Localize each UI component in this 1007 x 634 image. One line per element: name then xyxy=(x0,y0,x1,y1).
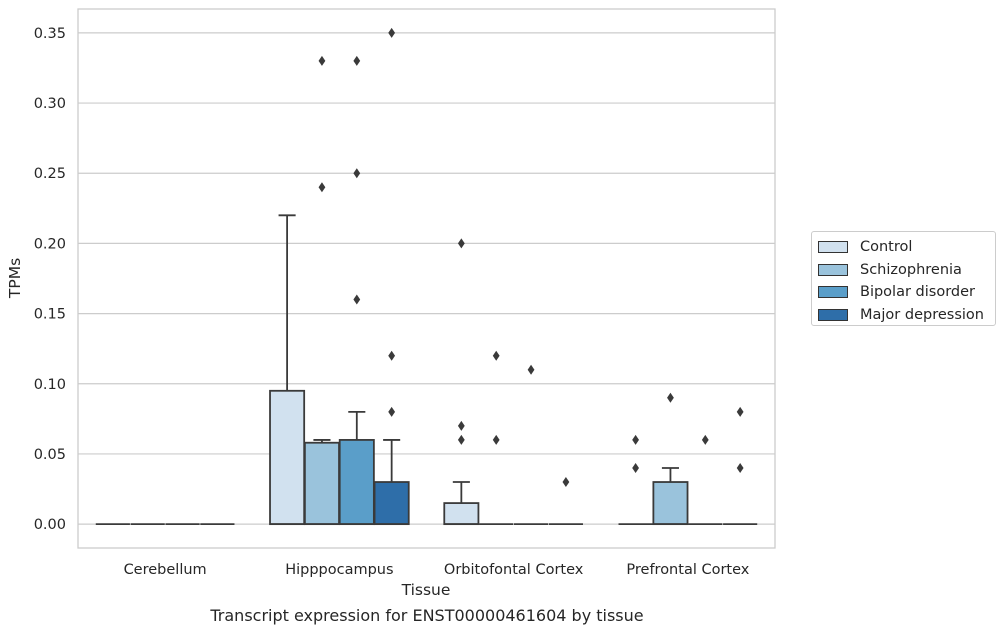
box xyxy=(723,406,758,526)
outlier-point xyxy=(353,55,361,66)
x-axis-label: Tissue xyxy=(401,581,451,599)
outlier-point xyxy=(318,55,326,66)
box-body xyxy=(373,481,410,526)
gridlines xyxy=(78,32,775,525)
box xyxy=(652,392,689,526)
legend-swatch xyxy=(818,241,848,254)
legend-label: Schizophrenia xyxy=(860,261,962,278)
outlier-point xyxy=(457,434,465,445)
legend-label: Major depression xyxy=(860,306,984,323)
box xyxy=(513,364,549,526)
legend-label: Control xyxy=(860,239,913,256)
y-tick-label: 0.10 xyxy=(34,377,66,393)
outlier-point xyxy=(701,434,709,445)
box-body xyxy=(652,481,689,526)
box xyxy=(618,434,653,526)
box xyxy=(338,55,375,526)
outlier-point xyxy=(736,462,744,473)
box-series xyxy=(95,27,758,526)
figure-caption: Transcript expression for ENST0000046160… xyxy=(210,606,644,625)
box xyxy=(373,27,410,526)
outlier-point xyxy=(388,350,396,361)
outlier-point xyxy=(527,364,535,375)
legend-swatch xyxy=(818,308,848,321)
y-axis-ticks: 0.00 0.05 0.10 0.15 0.20 0.25 0.30 0.35 xyxy=(34,26,66,533)
outlier-point xyxy=(492,350,500,361)
box-body xyxy=(269,389,306,526)
outlier-point xyxy=(388,406,396,417)
outlier-point xyxy=(318,182,326,193)
legend-item: Major depression xyxy=(818,304,989,327)
y-tick-label: 0.15 xyxy=(34,307,66,323)
outlier-point xyxy=(667,392,674,403)
y-tick-label: 0.30 xyxy=(34,96,66,112)
outlier-point xyxy=(562,477,570,488)
y-tick-label: 0.00 xyxy=(34,517,66,533)
y-axis-label: TPMs xyxy=(6,258,24,299)
series-control xyxy=(95,214,653,526)
outlier-point xyxy=(353,294,361,305)
legend: Control Schizophrenia Bipolar disorder Majo… xyxy=(811,231,996,326)
y-tick-label: 0.05 xyxy=(34,447,66,463)
series-schizophrenia xyxy=(130,55,689,526)
box xyxy=(443,238,480,526)
y-tick-label: 0.35 xyxy=(34,26,66,42)
outlier-point xyxy=(492,434,500,445)
box xyxy=(303,55,340,526)
x-tick-label: Hipppocampus xyxy=(285,562,393,578)
outlier-point xyxy=(457,238,465,249)
box xyxy=(269,214,306,526)
outlier-point xyxy=(353,168,361,179)
series-major-depression xyxy=(200,27,758,526)
outlier-point xyxy=(736,406,744,417)
y-tick-label: 0.25 xyxy=(34,166,66,182)
outlier-point xyxy=(457,420,465,431)
legend-item: Bipolar disorder xyxy=(818,281,989,304)
outlier-point xyxy=(632,462,639,473)
x-tick-label: Cerebellum xyxy=(124,562,207,578)
legend-item: Control xyxy=(818,236,989,259)
legend-swatch xyxy=(818,263,848,276)
x-axis-ticks: Cerebellum Hipppocampus Orbitofontal Corte… xyxy=(124,562,750,578)
box-body xyxy=(338,439,375,526)
box xyxy=(479,350,514,526)
outlier-point xyxy=(632,434,639,445)
legend-item: Schizophrenia xyxy=(818,259,989,282)
outlier-point xyxy=(388,27,396,38)
box-body xyxy=(303,441,340,526)
x-tick-label: Prefrontal Cortex xyxy=(626,562,749,578)
legend-swatch xyxy=(818,286,848,299)
box-body xyxy=(443,502,480,526)
y-tick-label: 0.20 xyxy=(34,236,66,252)
legend-label: Bipolar disorder xyxy=(860,284,975,301)
plot-frame xyxy=(77,8,776,549)
x-tick-label: Orbitofontal Cortex xyxy=(444,562,584,578)
box xyxy=(548,477,583,526)
box xyxy=(688,434,723,526)
